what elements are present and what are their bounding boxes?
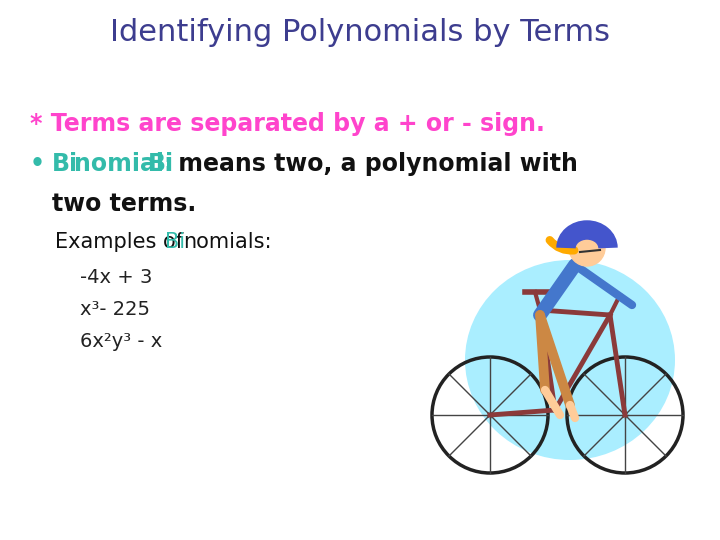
Text: * Terms are separated by a + or - sign.: * Terms are separated by a + or - sign. xyxy=(30,112,545,136)
Text: nomial:: nomial: xyxy=(74,152,181,176)
Text: Bi: Bi xyxy=(165,232,185,252)
Text: Bi: Bi xyxy=(148,152,174,176)
Circle shape xyxy=(569,230,605,266)
Text: Bi: Bi xyxy=(52,152,78,176)
Text: Identifying Polynomials by Terms: Identifying Polynomials by Terms xyxy=(110,18,610,47)
Text: 6x²y³ - x: 6x²y³ - x xyxy=(80,332,162,351)
Text: x³- 225: x³- 225 xyxy=(80,300,150,319)
Text: -4x + 3: -4x + 3 xyxy=(80,268,153,287)
Ellipse shape xyxy=(465,260,675,460)
Text: two terms.: two terms. xyxy=(52,192,197,216)
Text: Examples of: Examples of xyxy=(55,232,190,252)
Text: nomials:: nomials: xyxy=(183,232,271,252)
Text: •: • xyxy=(30,152,45,176)
Text: means two, a polynomial with: means two, a polynomial with xyxy=(170,152,578,176)
